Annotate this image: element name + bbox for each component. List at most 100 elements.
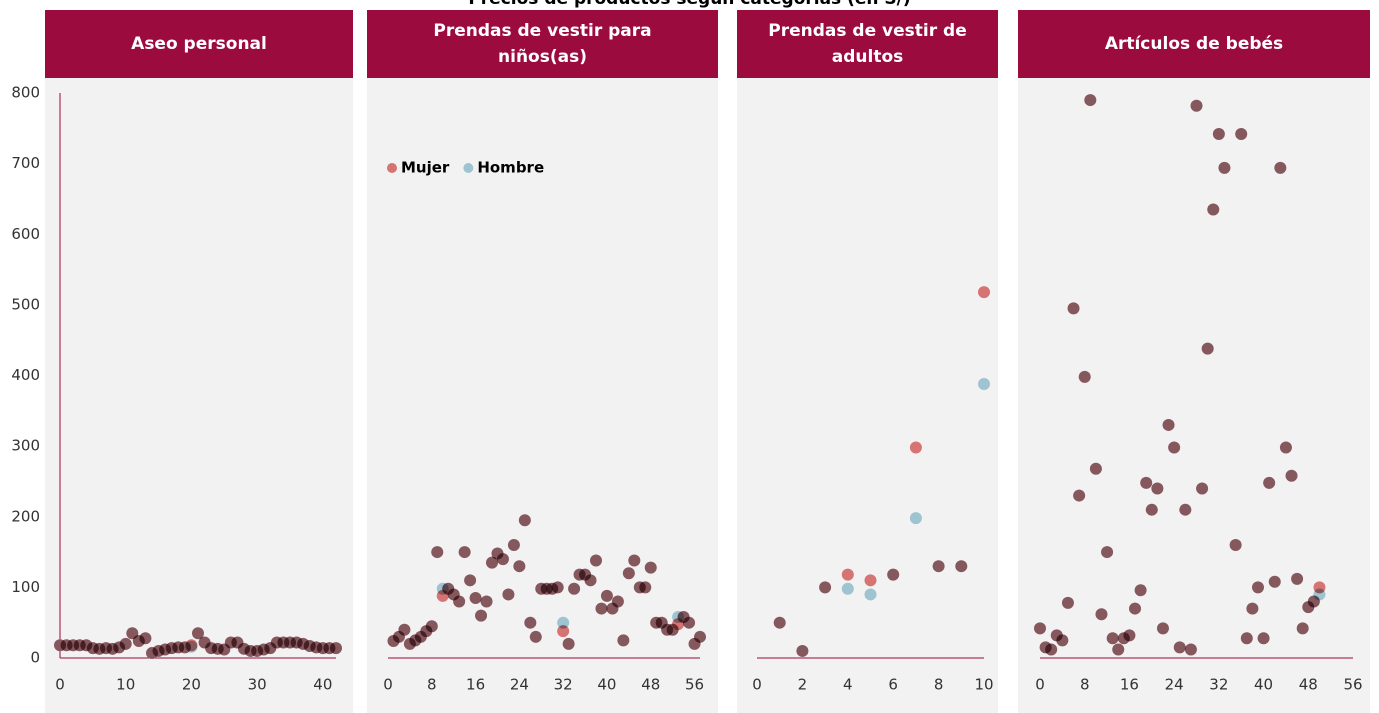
x-tick-label: 56 [1343, 676, 1362, 694]
point [978, 286, 990, 299]
point [562, 637, 575, 650]
y-tick-label: 100 [11, 578, 40, 596]
point [1251, 581, 1264, 594]
point [1134, 584, 1147, 597]
x-tick-label: 32 [1209, 676, 1228, 694]
point [1078, 370, 1091, 383]
x-tick-label: 8 [1080, 676, 1090, 694]
point [507, 539, 520, 551]
point [486, 556, 498, 569]
point [1291, 572, 1304, 585]
point [1212, 127, 1225, 140]
points [773, 286, 990, 657]
point [529, 630, 542, 643]
y-tick-label: 700 [11, 154, 40, 172]
point [1067, 302, 1080, 315]
x-tick-label: 24 [510, 676, 529, 694]
point [480, 595, 493, 608]
point [694, 630, 706, 643]
points [387, 514, 706, 650]
point [1313, 581, 1326, 594]
point [1218, 161, 1231, 174]
point [628, 554, 641, 567]
x-tick-label: 0 [55, 676, 65, 694]
point [1207, 203, 1220, 216]
point [773, 616, 786, 629]
x-tick-label: 10 [974, 676, 993, 694]
x-tick-label: 2 [798, 676, 808, 694]
point [551, 581, 564, 594]
point [864, 574, 877, 587]
point [1045, 643, 1058, 656]
x-tick-label: 40 [1254, 676, 1273, 694]
point [1123, 629, 1136, 642]
point [584, 574, 597, 587]
y-tick-label: 200 [11, 507, 40, 525]
point [595, 602, 608, 615]
x-tick-label: 16 [1120, 676, 1139, 694]
point [1151, 482, 1164, 495]
point [841, 582, 854, 595]
point [1089, 462, 1102, 475]
panel-background [1018, 78, 1370, 713]
y-tick-label: 0 [30, 649, 40, 667]
x-tick-label: 40 [597, 676, 616, 694]
legend-marker [387, 163, 397, 173]
point [513, 560, 526, 573]
point [644, 561, 657, 574]
panel-header: Prendas de vestir de adultos [737, 10, 998, 78]
point [1196, 482, 1209, 495]
legend-label: Hombre [477, 159, 544, 177]
x-tick-label: 48 [1299, 676, 1318, 694]
page-title: Precios de productos según categorías (e… [0, 0, 1379, 9]
point [524, 616, 537, 629]
point [1307, 595, 1320, 608]
point [1240, 632, 1253, 645]
point [453, 595, 466, 608]
point [1285, 469, 1298, 482]
point [1263, 476, 1276, 489]
point [796, 644, 809, 657]
y-tick-label: 500 [11, 295, 40, 313]
point [1162, 418, 1175, 431]
point [1073, 489, 1086, 502]
point [639, 581, 652, 594]
point [502, 588, 515, 601]
point [1084, 94, 1097, 107]
point [1095, 608, 1108, 621]
panel-background [45, 78, 353, 713]
point [1268, 575, 1281, 588]
point [1168, 441, 1181, 454]
y-tick-label: 800 [11, 84, 40, 102]
point [458, 546, 471, 559]
point [617, 634, 630, 647]
point [1257, 632, 1270, 645]
point [185, 639, 198, 652]
points [1034, 94, 1326, 656]
point [119, 637, 132, 650]
point [330, 642, 342, 655]
point [1246, 602, 1259, 615]
point [475, 609, 488, 622]
point [932, 560, 945, 573]
point [557, 616, 570, 629]
x-tick-label: 4 [843, 676, 853, 694]
panel-background [367, 78, 718, 713]
point [909, 441, 922, 454]
point [496, 553, 509, 566]
point [1061, 596, 1074, 609]
point [1190, 99, 1203, 112]
y-tick-label: 400 [11, 366, 40, 384]
point [1101, 546, 1114, 559]
x-tick-label: 30 [248, 676, 267, 694]
point [1056, 634, 1069, 647]
x-tick-label: 32 [554, 676, 573, 694]
panel-header: Artículos de bebés [1018, 10, 1370, 78]
x-tick-label: 6 [888, 676, 898, 694]
point [1201, 342, 1214, 355]
point [1229, 539, 1242, 551]
point [1279, 441, 1292, 454]
points [54, 627, 342, 660]
point [622, 567, 635, 580]
x-tick-label: 16 [466, 676, 485, 694]
